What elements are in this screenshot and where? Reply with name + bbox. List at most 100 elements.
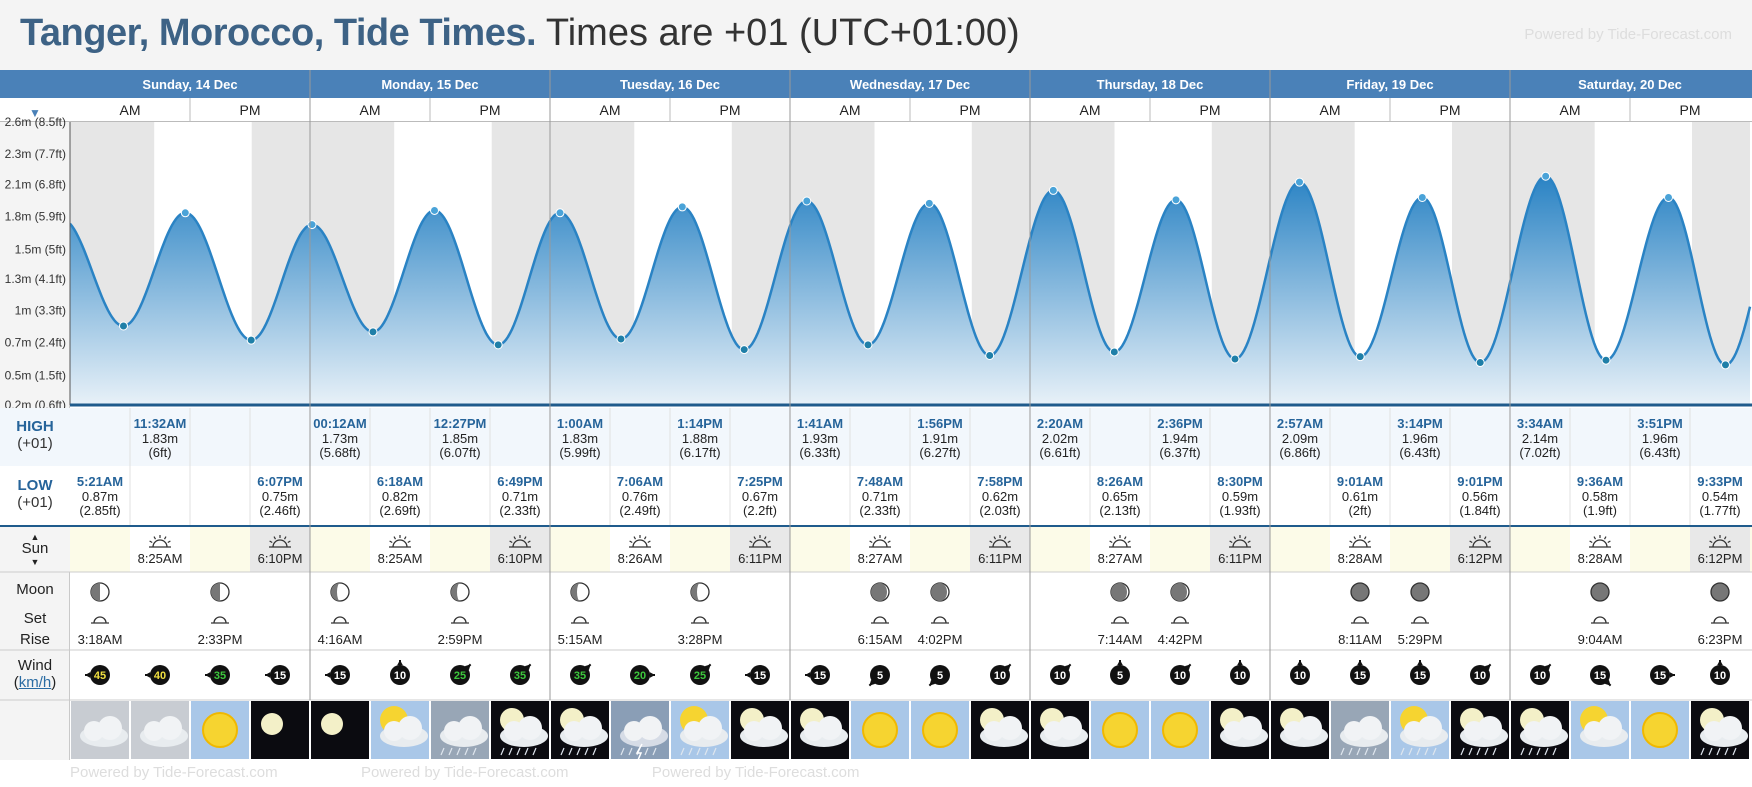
wind-unit-link[interactable]: km/h [18,674,52,691]
cloud [1478,716,1502,740]
am-label: AM [120,102,141,118]
wind-icon: 10 [990,663,1012,685]
sun-ray [1723,536,1727,540]
weather-icon [791,701,849,759]
moon-phase-icon [930,582,950,602]
wind-icon: 10 [1290,660,1310,685]
high-feet: (6ft) [148,445,171,460]
low-feet: (2.69ft) [379,503,420,518]
day-header: Friday, 19 Dec [1346,77,1433,92]
low-feet: (2.33ft) [499,503,540,518]
rain-drop [696,747,701,756]
wind-speed: 25 [454,670,466,682]
wind-badge [1050,665,1070,685]
timezone-subtitle: Times are +01 (UTC+01:00) [545,12,1020,54]
sun-ray [1367,540,1371,544]
sun-ray [393,536,397,540]
rain-drop [448,747,453,756]
sun-ray [407,540,411,544]
low-meters: 0.82m [382,489,418,504]
moonrise-arc [1413,616,1427,624]
sun-ray [767,540,771,544]
wind-badge [1590,665,1610,685]
weather-icon [1391,701,1449,759]
low-time: 9:01AM [1337,474,1383,489]
am-label: AM [840,102,861,118]
rain-drop [1520,747,1525,756]
wind-speed: 5 [877,670,883,682]
sun-disc [202,712,238,748]
moonrise-icon [91,616,109,624]
low-tide-point [1230,354,1240,364]
wind-badge [330,665,350,685]
am-label: AM [1080,102,1101,118]
low-time: 9:01PM [1457,474,1503,489]
moon-disc [1710,582,1730,602]
sunrise-time: 8:27AM [858,551,903,566]
low-feet: (2.85ft) [79,503,120,518]
wind-speed: 10 [1714,670,1726,682]
rain-drop [1536,747,1541,756]
low-feet: (1.9ft) [1583,503,1617,518]
y-axis: 0.2m (0.6ft)0.5m (1.5ft)0.7m (2.4ft)1m (… [0,115,1752,412]
rain-drop [516,747,521,756]
rain-drop [1340,747,1345,756]
pm-label: PM [240,102,261,118]
sun-ray [163,536,167,540]
wind-speed: 10 [1474,670,1486,682]
moonrise-time: 4:02PM [918,632,963,647]
low-time: 9:33PM [1697,474,1743,489]
moon-phase-icon [1170,582,1190,602]
wind-badge [990,665,1010,685]
sun-disc [1102,712,1138,748]
wind-badge [1410,665,1430,685]
low-tide-point [1355,352,1365,362]
high-feet: (6.43ft) [1399,445,1440,460]
cloud [1238,716,1262,740]
wind-arrowhead [1484,664,1491,671]
sun-ray [633,536,637,540]
sun-ray [1109,540,1113,544]
moonrise-icon [1351,616,1369,624]
wind-badge [1350,665,1370,685]
high-meters: 1.94m [1162,431,1198,446]
sun-disc [862,712,898,748]
rain-drop [1400,747,1405,756]
moonrise-arc [453,616,467,624]
low-tide-point [1475,358,1485,368]
weather-icon [71,701,129,759]
sun-ray [643,536,647,540]
sun-ray [647,540,651,544]
moonrise-time: 6:15AM [858,632,903,647]
cloud [1298,716,1322,740]
wind-icon: 20 [630,665,655,685]
sun-ray [527,540,531,544]
low-tide-point [739,345,749,355]
collapse-arrow-icon: ▼ [29,106,41,120]
sunset-time: 6:10PM [258,551,303,566]
high-tide-point [802,196,812,206]
rain-drop [584,747,589,756]
wind-icon: 15 [1410,660,1430,685]
cloud [1718,716,1742,740]
sunrise-icon [1589,535,1611,548]
sun-ray [1349,540,1353,544]
sunset-arc [1472,539,1488,548]
wind-speed: 15 [754,670,766,682]
low-meters: 0.61m [1342,489,1378,504]
wind-arrowhead [649,672,655,678]
high-time: 12:27PM [434,416,487,431]
moon-shadow [91,583,100,601]
sunrise-time: 8:28AM [1338,551,1383,566]
tide-curve [69,171,1752,405]
moon-phase-icon [1410,582,1430,602]
wind-arrowhead [1064,664,1071,671]
wind-badge [930,665,950,685]
high-time: 11:32AM [134,416,187,431]
pm-label: PM [1200,102,1221,118]
sun-label-bg [0,527,70,572]
moon-phase-icon [450,582,470,602]
rain-drop [1468,747,1473,756]
low-feet: (1.84ft) [1459,503,1500,518]
cloud [578,716,602,740]
